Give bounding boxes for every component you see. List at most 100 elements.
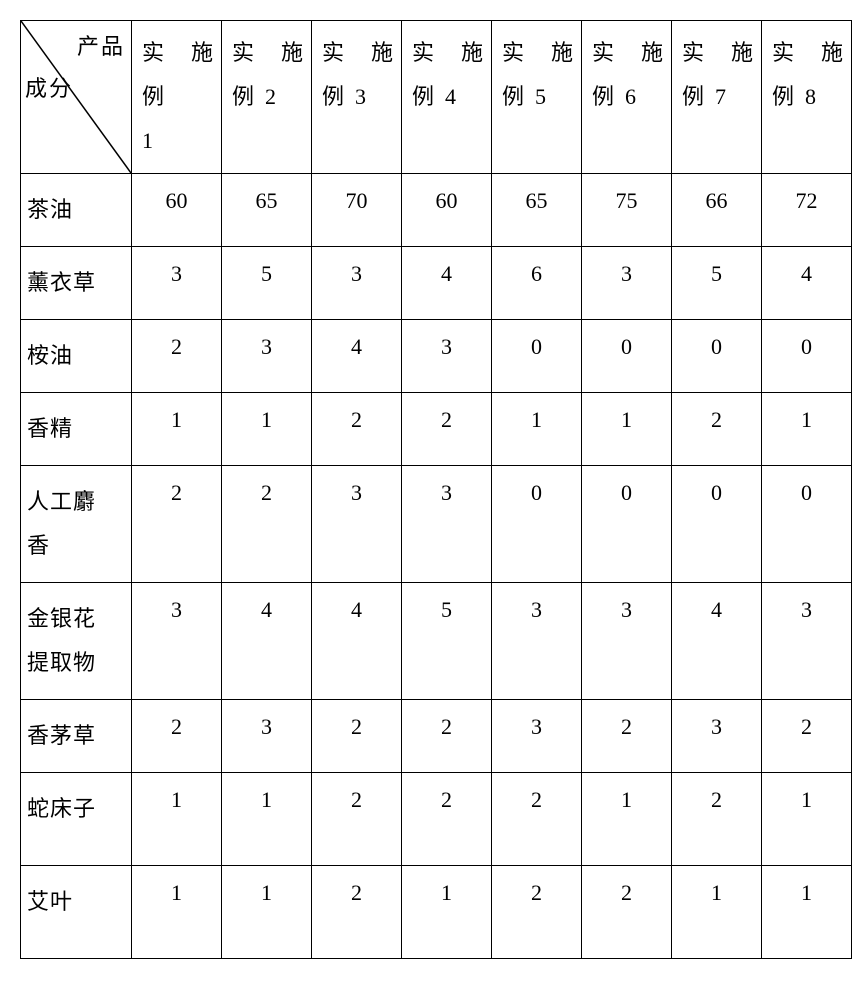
data-cell: 2 bbox=[672, 393, 762, 466]
data-value: 2 bbox=[312, 393, 401, 433]
row-label: 香茅草 bbox=[21, 700, 131, 772]
column-header-label: 实施例 4 bbox=[402, 21, 491, 129]
data-cell: 72 bbox=[762, 174, 852, 247]
data-cell: 2 bbox=[222, 466, 312, 583]
table-row: 蛇床子11222121 bbox=[21, 773, 852, 866]
row-label: 艾叶 bbox=[21, 866, 131, 938]
data-cell: 6 bbox=[492, 247, 582, 320]
data-value: 3 bbox=[762, 583, 851, 623]
row-label-cell: 香精 bbox=[21, 393, 132, 466]
row-label: 蛇床子 bbox=[21, 773, 131, 845]
data-value: 2 bbox=[222, 466, 311, 506]
table-row: 茶油6065706065756672 bbox=[21, 174, 852, 247]
data-value: 1 bbox=[762, 773, 851, 813]
data-cell: 2 bbox=[312, 866, 402, 959]
data-value: 2 bbox=[582, 700, 671, 740]
data-value: 0 bbox=[492, 466, 581, 506]
data-cell: 1 bbox=[222, 393, 312, 466]
data-cell: 3 bbox=[582, 583, 672, 700]
data-cell: 4 bbox=[672, 583, 762, 700]
data-cell: 5 bbox=[402, 583, 492, 700]
data-value: 65 bbox=[492, 174, 581, 214]
row-label-cell: 薰衣草 bbox=[21, 247, 132, 320]
data-value: 3 bbox=[312, 247, 401, 287]
data-cell: 3 bbox=[222, 320, 312, 393]
corner-bottom-label: 成分 bbox=[25, 71, 73, 103]
data-cell: 1 bbox=[672, 866, 762, 959]
table-row: 艾叶11212211 bbox=[21, 866, 852, 959]
data-cell: 2 bbox=[492, 773, 582, 866]
data-cell: 65 bbox=[492, 174, 582, 247]
data-value: 1 bbox=[762, 393, 851, 433]
row-label-cell: 香茅草 bbox=[21, 700, 132, 773]
data-cell: 0 bbox=[492, 320, 582, 393]
data-value: 2 bbox=[582, 866, 671, 906]
row-label-cell: 人工麝香 bbox=[21, 466, 132, 583]
column-header: 实施例 3 bbox=[312, 21, 402, 174]
data-cell: 2 bbox=[762, 700, 852, 773]
data-value: 1 bbox=[582, 393, 671, 433]
data-cell: 2 bbox=[402, 393, 492, 466]
data-cell: 4 bbox=[222, 583, 312, 700]
data-value: 0 bbox=[582, 320, 671, 360]
row-label: 茶油 bbox=[21, 174, 131, 246]
data-value: 3 bbox=[222, 320, 311, 360]
data-value: 2 bbox=[492, 866, 581, 906]
data-cell: 3 bbox=[312, 247, 402, 320]
row-label: 金银花提取物 bbox=[21, 583, 131, 699]
data-value: 2 bbox=[132, 700, 221, 740]
data-cell: 3 bbox=[132, 247, 222, 320]
data-value: 4 bbox=[762, 247, 851, 287]
data-value: 2 bbox=[402, 700, 491, 740]
data-cell: 1 bbox=[492, 393, 582, 466]
table-row: 桉油23430000 bbox=[21, 320, 852, 393]
data-cell: 66 bbox=[672, 174, 762, 247]
data-value: 1 bbox=[492, 393, 581, 433]
data-value: 6 bbox=[492, 247, 581, 287]
data-value: 0 bbox=[582, 466, 671, 506]
column-header: 实施例 4 bbox=[402, 21, 492, 174]
row-label-cell: 茶油 bbox=[21, 174, 132, 247]
data-cell: 2 bbox=[132, 700, 222, 773]
composition-table-container: 产品 成分 实施例1实施例 2实施例 3实施例 4实施例 5实施例 6实施例 7… bbox=[20, 20, 843, 959]
data-cell: 60 bbox=[132, 174, 222, 247]
data-value: 60 bbox=[132, 174, 221, 214]
data-value: 0 bbox=[492, 320, 581, 360]
data-value: 4 bbox=[222, 583, 311, 623]
data-value: 2 bbox=[312, 773, 401, 813]
data-cell: 0 bbox=[672, 466, 762, 583]
data-value: 1 bbox=[402, 866, 491, 906]
data-cell: 3 bbox=[222, 700, 312, 773]
data-value: 1 bbox=[132, 393, 221, 433]
data-cell: 1 bbox=[762, 866, 852, 959]
data-cell: 0 bbox=[672, 320, 762, 393]
row-label-cell: 桉油 bbox=[21, 320, 132, 393]
data-cell: 1 bbox=[582, 393, 672, 466]
data-cell: 2 bbox=[312, 773, 402, 866]
data-cell: 3 bbox=[312, 466, 402, 583]
data-cell: 3 bbox=[402, 320, 492, 393]
data-value: 1 bbox=[222, 773, 311, 813]
column-header: 实施例 2 bbox=[222, 21, 312, 174]
row-label-cell: 金银花提取物 bbox=[21, 583, 132, 700]
data-cell: 1 bbox=[132, 393, 222, 466]
data-cell: 1 bbox=[132, 773, 222, 866]
data-value: 3 bbox=[582, 583, 671, 623]
data-value: 70 bbox=[312, 174, 401, 214]
data-cell: 0 bbox=[582, 320, 672, 393]
data-cell: 1 bbox=[762, 393, 852, 466]
data-cell: 3 bbox=[132, 583, 222, 700]
data-value: 3 bbox=[492, 583, 581, 623]
data-value: 1 bbox=[672, 866, 761, 906]
data-cell: 3 bbox=[492, 583, 582, 700]
data-value: 2 bbox=[402, 393, 491, 433]
data-cell: 3 bbox=[402, 466, 492, 583]
data-value: 1 bbox=[222, 866, 311, 906]
data-cell: 0 bbox=[582, 466, 672, 583]
data-value: 2 bbox=[312, 700, 401, 740]
data-value: 60 bbox=[402, 174, 491, 214]
data-cell: 3 bbox=[492, 700, 582, 773]
data-value: 2 bbox=[492, 773, 581, 813]
column-header-label: 实施例 7 bbox=[672, 21, 761, 129]
row-label: 桉油 bbox=[21, 320, 131, 392]
